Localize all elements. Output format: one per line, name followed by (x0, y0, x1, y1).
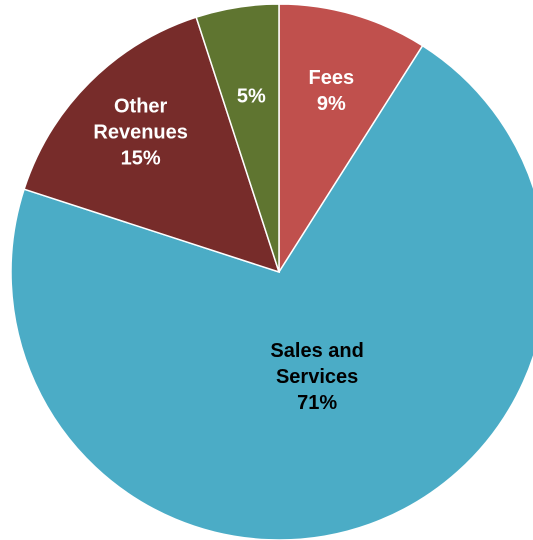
pie-label-fees: Fees 9% (309, 67, 355, 115)
pie-label-line: Sales and (270, 340, 363, 362)
pie-slices (10, 3, 533, 540)
pie-labels: Fees 9% Sales and Services 71% Other Revenues 1… (93, 67, 363, 414)
pie-label-line: 9% (317, 93, 346, 115)
pie-label-line: Other (114, 96, 168, 118)
pie-slice-fees (278, 3, 424, 275)
pie-label-line: 15% (121, 148, 161, 170)
pie-slice-other-revenues (23, 16, 281, 274)
pie-label-line: 5% (237, 86, 266, 108)
pie-label-line: Fees (309, 67, 355, 89)
pie-label-sales-and-services: Sales and Services 71% (270, 340, 363, 414)
pie-label-other-revenues: Other Revenues 15% (93, 96, 188, 170)
pie-label-line: Services (276, 366, 358, 388)
pie-label-line: 71% (297, 392, 337, 414)
pie-label-line: Revenues (93, 122, 188, 144)
pie-slice-unlabeled (195, 3, 280, 273)
pie-label-unlabeled: 5% (237, 86, 266, 108)
